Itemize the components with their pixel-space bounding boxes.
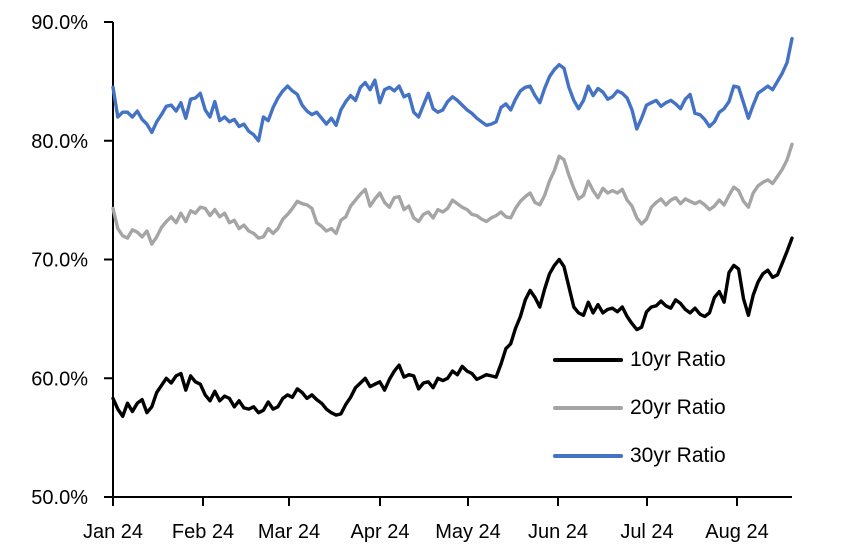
legend-item-20yr: 20yr Ratio <box>553 396 726 420</box>
x-axis-tick-label: Jun 24 <box>528 521 588 543</box>
y-axis-tick-label: 90.0% <box>31 12 88 34</box>
legend-item-10yr: 10yr Ratio <box>553 348 726 372</box>
x-axis-tick-label: Apr 24 <box>351 521 410 543</box>
y-axis-tick-label: 80.0% <box>31 131 88 153</box>
legend-label-30yr: 30yr Ratio <box>630 444 726 467</box>
y-axis-tick-label: 50.0% <box>31 487 88 509</box>
y-axis-tick-label: 60.0% <box>31 368 88 390</box>
x-axis-tick-label: Jan 24 <box>83 521 143 543</box>
x-axis-tick-label: Feb 24 <box>172 521 234 543</box>
x-axis-tick-label: Jul 24 <box>620 521 673 543</box>
series-line-30yr-ratio <box>111 36 794 143</box>
legend-item-30yr: 30yr Ratio <box>553 444 726 468</box>
x-axis-tick-label: May 24 <box>435 521 501 543</box>
chart-legend: 10yr Ratio 20yr Ratio 30yr Ratio <box>553 348 726 492</box>
legend-label-10yr: 10yr Ratio <box>630 348 726 371</box>
legend-line-sample-10yr <box>553 358 623 362</box>
series-line-20yr-ratio <box>111 142 794 246</box>
legend-line-sample-20yr <box>553 406 623 410</box>
x-axis-tick-label: Aug 24 <box>705 521 768 543</box>
x-axis-tick-label: Mar 24 <box>258 521 320 543</box>
series-line-10yr-ratio <box>111 236 794 418</box>
legend-label-20yr: 20yr Ratio <box>630 396 726 419</box>
legend-line-sample-30yr <box>553 454 623 458</box>
y-axis-tick-label: 70.0% <box>31 250 88 272</box>
